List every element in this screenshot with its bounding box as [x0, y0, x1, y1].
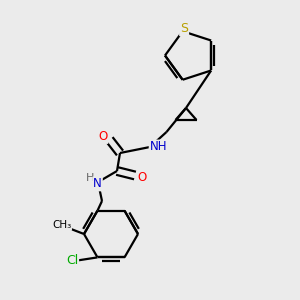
Text: O: O [138, 171, 147, 184]
Text: NH: NH [150, 140, 167, 154]
Text: O: O [98, 130, 107, 143]
Text: Cl: Cl [66, 254, 78, 267]
Text: CH₃: CH₃ [52, 220, 71, 230]
Text: H: H [86, 173, 94, 183]
Text: S: S [180, 22, 188, 35]
Text: N: N [93, 177, 102, 190]
